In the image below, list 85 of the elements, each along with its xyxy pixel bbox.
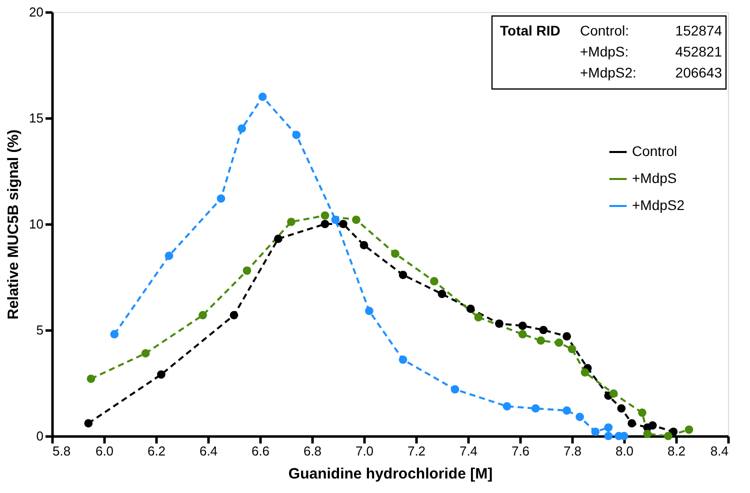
point: [84, 419, 93, 428]
x-tick-label: 6.2: [147, 444, 166, 458]
point: [430, 277, 438, 286]
point: [502, 402, 512, 410]
point: [274, 234, 282, 244]
point: [591, 428, 600, 436]
point: [216, 194, 226, 203]
point: [638, 408, 646, 417]
point: [617, 404, 626, 413]
point: [365, 306, 374, 316]
point: [568, 344, 576, 354]
point: [536, 336, 545, 345]
x-tick-label: 7.0: [355, 444, 374, 458]
point: [352, 216, 360, 224]
point: [518, 322, 527, 330]
y-axis-title: Relative MUC5B signal (%): [5, 129, 22, 320]
x-tick-label: 7.2: [407, 444, 426, 458]
y-tick-label: 0: [36, 428, 44, 444]
point: [648, 421, 657, 430]
y-tick-label: 15: [29, 110, 44, 126]
point: [643, 430, 652, 438]
x-tick-label: 6.6: [251, 444, 270, 458]
legend-label: +MdpS2: [632, 197, 685, 213]
point: [604, 423, 613, 432]
point: [141, 349, 150, 358]
y-tick-label: 5: [36, 322, 44, 338]
point: [604, 432, 613, 440]
x-tick-label: 6.0: [95, 444, 114, 458]
x-tick-label: 8.2: [667, 444, 686, 458]
x-tick-label: 6.8: [303, 444, 322, 458]
point: [466, 304, 475, 313]
point: [554, 338, 564, 347]
point: [539, 326, 548, 334]
point: [438, 290, 446, 298]
x-tick-label: 8.4: [710, 444, 728, 458]
point: [360, 241, 368, 250]
y-tick-label: 20: [29, 4, 44, 20]
point: [230, 310, 238, 320]
point: [609, 389, 618, 398]
point: [391, 250, 400, 258]
annotation: 206643: [675, 64, 722, 80]
x-tick-label: 7.6: [511, 444, 530, 458]
point: [339, 220, 348, 228]
point: [531, 404, 540, 413]
annotation: Control:: [580, 22, 630, 38]
annotation: 152874: [675, 22, 722, 38]
point: [320, 211, 330, 220]
y-tick-label: 10: [29, 216, 44, 232]
point: [292, 130, 301, 140]
point: [331, 216, 340, 224]
point: [664, 432, 672, 440]
point: [287, 218, 296, 226]
point: [258, 92, 267, 101]
point: [580, 368, 590, 377]
point: [628, 419, 636, 428]
point: [164, 252, 174, 260]
point: [86, 374, 96, 383]
point: [495, 319, 504, 328]
point: [684, 425, 694, 434]
annotation: +MdpS2:: [580, 64, 636, 80]
x-tick-label: 7.4: [459, 444, 478, 458]
point: [110, 330, 119, 338]
point: [238, 124, 246, 133]
point: [474, 313, 483, 322]
point: [562, 332, 571, 341]
point: [398, 356, 408, 364]
x-tick-label: 8.0: [615, 444, 634, 458]
point: [450, 385, 460, 394]
x-tick-label: 5.8: [52, 444, 71, 458]
x-axis-title: Guanidine hydrochloride [M]: [288, 466, 493, 482]
x-tick-label: 7.8: [563, 444, 582, 458]
point: [398, 270, 408, 280]
point: [157, 370, 166, 379]
annotation: Total RID: [500, 22, 560, 38]
point: [576, 412, 584, 422]
point: [198, 310, 207, 320]
x-tick-label: 6.4: [199, 444, 218, 458]
point: [518, 330, 527, 338]
legend-label: +MdpS: [632, 170, 677, 186]
annotation: 452821: [675, 44, 722, 60]
annotation: +MdpS:: [580, 44, 629, 60]
point: [562, 406, 571, 415]
point: [242, 266, 252, 275]
legend-label: Control: [632, 143, 678, 159]
point: [320, 220, 330, 228]
